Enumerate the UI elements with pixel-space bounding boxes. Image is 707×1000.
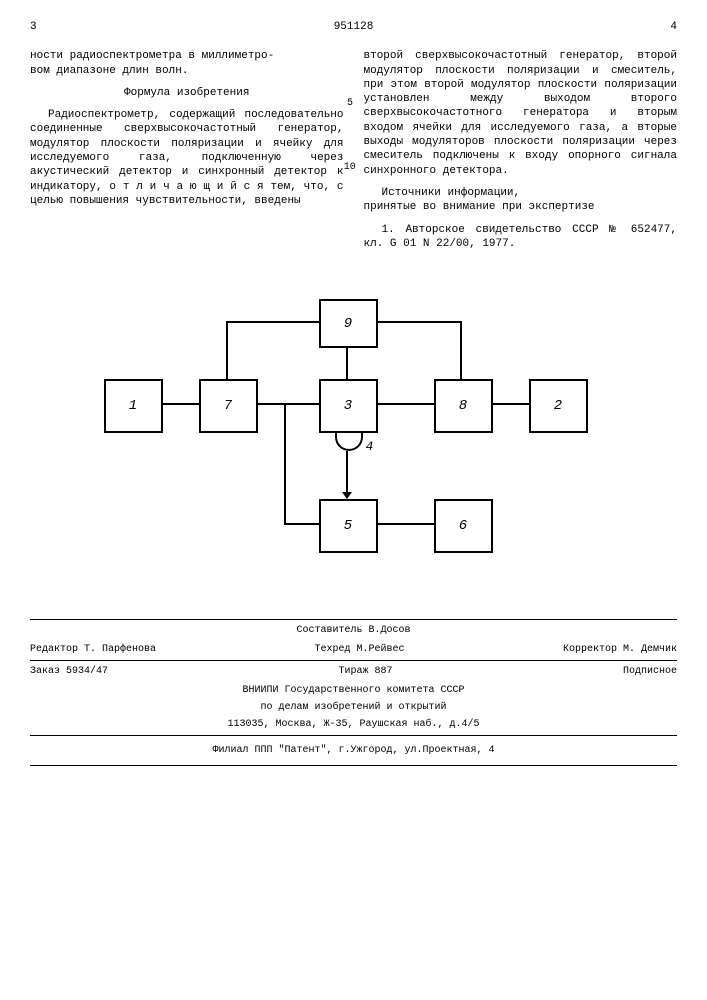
formula-title: Формула изобретения xyxy=(30,86,344,100)
techred: Техред М.Рейвес xyxy=(314,643,404,656)
right-column: второй сверхвысокочастотный генератор, в… xyxy=(364,49,678,259)
block-7: 7 xyxy=(199,379,258,433)
conn-7-9-v xyxy=(226,321,228,379)
conn-1-7 xyxy=(161,403,199,405)
tiraz: Тираж 887 xyxy=(338,665,392,678)
block-9: 9 xyxy=(319,299,378,348)
footer-table: Составитель В.Досов Редактор Т. Парфенов… xyxy=(30,619,677,766)
source-1: 1. Авторское свидетельство СССР № 652477… xyxy=(364,223,678,252)
conn-ref-h xyxy=(284,523,319,525)
conn-ref-v xyxy=(284,403,286,525)
corrector: Корректор М. Демчик xyxy=(563,643,677,656)
page-num-left: 3 xyxy=(30,20,37,34)
block-diagram: 1 7 3 8 2 9 4 5 6 xyxy=(104,299,604,559)
left-column: ности радиоспектрометра в миллиметро-вом… xyxy=(30,49,344,259)
block-6: 6 xyxy=(434,499,493,553)
filial: Филиал ППП "Патент", г.Ужгород, ул.Проек… xyxy=(30,740,677,761)
left-p3: Радиоспектрометр, содержащий последовате… xyxy=(30,108,344,208)
block-4-label: 4 xyxy=(366,439,374,456)
left-p1: ности радиоспектрометра в миллиметро-вом… xyxy=(30,49,344,78)
sources-title: Источники информации, xyxy=(364,186,678,200)
block-2: 2 xyxy=(529,379,588,433)
block-1: 1 xyxy=(104,379,163,433)
conn-8-2 xyxy=(491,403,529,405)
page-num-right: 4 xyxy=(670,20,677,34)
block-3: 3 xyxy=(319,379,378,433)
right-p1: второй сверхвысокочастотный генератор, в… xyxy=(364,49,678,178)
conn-8-9-h xyxy=(376,321,462,323)
block-4 xyxy=(335,433,363,451)
conn-3-8 xyxy=(376,403,434,405)
conn-7-9-h xyxy=(226,321,319,323)
doc-number: 951128 xyxy=(334,20,374,34)
conn-8-9-v xyxy=(460,321,462,379)
org2: по делам изобретений и открытий xyxy=(30,701,677,714)
order: Заказ 5934/47 xyxy=(30,665,108,678)
line-num-5: 5 xyxy=(347,97,353,110)
composer: Составитель В.Досов xyxy=(30,624,677,637)
block-8: 8 xyxy=(434,379,493,433)
conn-7-3 xyxy=(256,403,319,405)
conn-9-3 xyxy=(346,346,348,379)
editor: Редактор Т. Парфенова xyxy=(30,643,156,656)
conn-4-5 xyxy=(346,451,348,493)
sources-sub: принятые во внимание при экспертизе xyxy=(364,200,678,214)
org1: ВНИИПИ Государственного комитета СССР xyxy=(30,684,677,697)
podpis: Подписное xyxy=(623,665,677,678)
conn-5-6 xyxy=(376,523,434,525)
block-5: 5 xyxy=(319,499,378,553)
line-num-10: 10 xyxy=(344,161,356,174)
addr: 113035, Москва, Ж-35, Раушская наб., д.4… xyxy=(30,718,677,731)
